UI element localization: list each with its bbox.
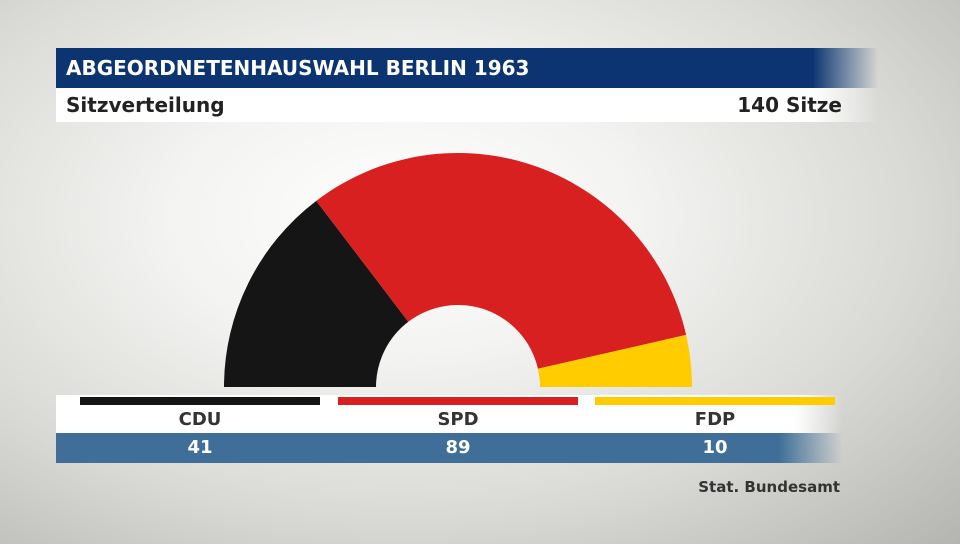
subtitle-bar: Sitzverteilung 140 Sitze	[56, 88, 878, 122]
legend-label-cdu: CDU	[178, 409, 222, 430]
legend-swatch-spd	[338, 397, 578, 405]
legend-item-fdp: FDP	[595, 395, 835, 433]
legend-swatch-fdp	[595, 397, 835, 405]
legend: CDU SPD FDP	[56, 395, 842, 433]
legend-label-spd: SPD	[437, 409, 479, 430]
total-seats-label: 140 Sitze	[737, 93, 842, 117]
seat-segment-cdu	[224, 200, 409, 387]
value-label-spd: 89	[445, 437, 471, 458]
chart-subtitle: Sitzverteilung	[66, 93, 225, 117]
value-label-fdp: 10	[702, 437, 728, 458]
seat-segment-fdp	[537, 334, 692, 387]
values-row: 41 89 10	[56, 433, 842, 463]
legend-label-fdp: FDP	[694, 409, 736, 430]
chart-title: ABGEORDNETENHAUSWAHL BERLIN 1963	[66, 56, 530, 80]
legend-item-cdu: CDU	[80, 395, 320, 433]
seat-segment-spd	[316, 152, 687, 369]
value-label-cdu: 41	[187, 437, 213, 458]
legend-item-spd: SPD	[338, 395, 578, 433]
source-note: Stat. Bundesamt	[698, 478, 840, 496]
legend-swatch-cdu	[80, 397, 320, 405]
title-bar: ABGEORDNETENHAUSWAHL BERLIN 1963	[56, 48, 878, 88]
